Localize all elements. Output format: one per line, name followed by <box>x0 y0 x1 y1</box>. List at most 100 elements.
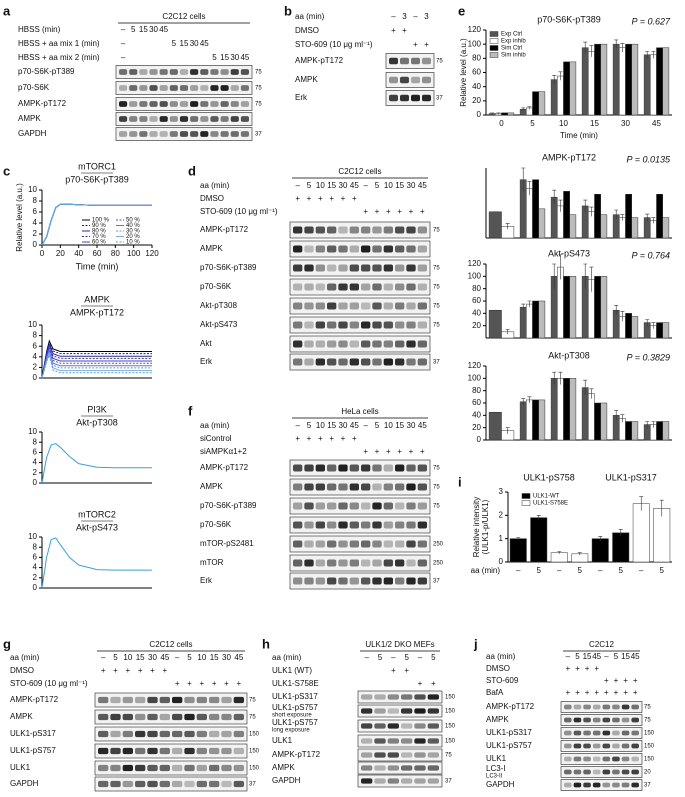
band <box>293 321 303 329</box>
lane-label: + <box>575 688 580 697</box>
band <box>401 778 413 784</box>
band <box>374 752 386 758</box>
error-bar <box>598 536 603 541</box>
bar <box>569 61 577 116</box>
band <box>149 131 158 137</box>
band <box>395 283 405 291</box>
band <box>233 780 244 788</box>
band <box>374 694 386 700</box>
band <box>338 464 348 472</box>
lane-label: + <box>236 679 241 688</box>
blot-strip <box>357 761 443 775</box>
band <box>414 765 426 771</box>
band <box>395 302 405 310</box>
band <box>427 723 439 729</box>
band <box>159 696 170 704</box>
band <box>417 264 427 272</box>
x-tick-label: 100 <box>127 249 141 258</box>
band <box>612 730 620 736</box>
header-label: HBSS (min) <box>18 25 61 34</box>
bar <box>526 399 533 441</box>
y-tick-label: 2 <box>33 229 38 238</box>
lane-label: + <box>363 447 368 456</box>
band <box>395 521 405 529</box>
lane-label: 30 <box>222 653 231 662</box>
chart-title: AMPK-pT172 <box>542 152 596 162</box>
lane-label: + <box>575 664 580 673</box>
lane-label: 30 <box>230 53 239 62</box>
band <box>573 704 582 710</box>
band <box>338 302 348 310</box>
mw-marker: 75 <box>433 285 440 291</box>
y-tick-label: 4 <box>33 563 38 572</box>
band <box>179 85 189 91</box>
legend-label: ULK1-WT <box>533 494 560 500</box>
bar <box>612 43 620 116</box>
bar <box>569 276 577 339</box>
legend-label: Sim Ctrl <box>501 46 522 52</box>
lane-label: + <box>341 194 346 203</box>
band <box>110 730 121 738</box>
band <box>184 713 195 721</box>
error-bar <box>552 189 557 205</box>
lane-label: + <box>397 447 402 456</box>
blot-strip <box>560 714 643 726</box>
group-label: ULK1-pS758 <box>523 472 575 482</box>
panel-letter: h <box>262 636 270 651</box>
header-label: BafA <box>486 688 504 697</box>
band <box>147 780 158 788</box>
bar <box>532 91 539 116</box>
band <box>149 116 158 122</box>
band <box>406 226 416 234</box>
lane-label: 5 <box>172 39 177 48</box>
band <box>631 717 639 723</box>
y-tick-label: 120 <box>468 259 482 268</box>
band <box>361 245 371 253</box>
band <box>122 696 133 704</box>
bar <box>581 47 589 116</box>
mw-marker: 150 <box>445 695 456 701</box>
band <box>304 464 314 472</box>
bar <box>563 276 570 339</box>
lane-label: + <box>113 666 118 675</box>
band <box>372 502 382 510</box>
error-bar <box>589 388 594 399</box>
band <box>383 559 393 567</box>
band <box>349 340 359 348</box>
row-label: ULK1-pS757 <box>272 718 318 727</box>
header-label: aa (min) <box>10 653 40 662</box>
band <box>427 708 439 714</box>
chart-subtitle: AMPK-pT172 <box>70 307 124 317</box>
chart-title: p70-S6K-pT389 <box>537 14 601 24</box>
row-label: AMPK <box>200 244 223 253</box>
band <box>230 101 239 107</box>
mw-marker: 75 <box>433 504 440 510</box>
band <box>139 116 148 122</box>
y-tick-label: 8 <box>33 542 38 551</box>
band <box>110 780 121 788</box>
lane-label: 5 <box>307 181 312 190</box>
y-axis-label: Relative level (a.u.) <box>459 38 468 107</box>
band <box>169 101 178 107</box>
lane-label: + <box>431 679 436 688</box>
band <box>361 264 371 272</box>
y-tick-label: 8 <box>33 331 38 340</box>
band <box>573 756 582 762</box>
band <box>583 756 591 762</box>
band <box>621 769 630 775</box>
bar <box>594 43 601 116</box>
blot-title: HeLa cells <box>341 407 378 416</box>
error-bar <box>620 43 625 52</box>
band <box>293 340 303 348</box>
band <box>583 704 591 710</box>
line <box>41 348 152 379</box>
lane-label: + <box>604 688 609 697</box>
band <box>395 226 405 234</box>
row-label: Erk <box>200 576 213 585</box>
mw-marker: 37 <box>433 579 440 585</box>
lane-label: + <box>585 664 590 673</box>
lane-label: + <box>594 664 599 673</box>
error-bar <box>557 551 562 554</box>
band <box>293 521 303 529</box>
band <box>387 738 399 744</box>
